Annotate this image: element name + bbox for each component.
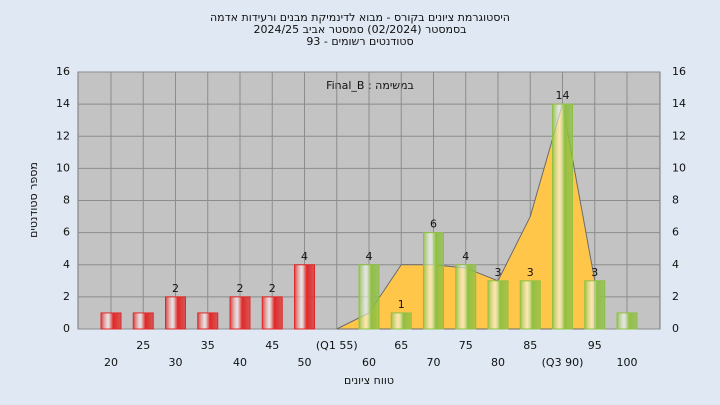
- value-label: 2: [269, 282, 276, 295]
- bar: [390, 312, 412, 330]
- bar: [519, 280, 541, 330]
- x-tick-label: 65: [394, 339, 408, 352]
- x-axis-label: טווח ציונים: [344, 374, 394, 387]
- y2-tick-label: 2: [672, 290, 679, 303]
- bar: [616, 312, 638, 330]
- x-tick-label: (Q1 55): [316, 339, 358, 352]
- value-label: 4: [366, 250, 373, 263]
- value-label: 3: [527, 266, 534, 279]
- value-label: 6: [430, 218, 437, 231]
- x-tick-label: 70: [427, 356, 441, 369]
- x-tick-label: 35: [201, 339, 215, 352]
- bar: [487, 280, 509, 330]
- bar: [584, 280, 606, 330]
- y2-tick-label: 4: [672, 258, 679, 271]
- y-tick-label: 2: [63, 290, 70, 303]
- bar: [229, 296, 251, 330]
- x-tick-label: 100: [617, 356, 638, 369]
- x-tick-label: 95: [588, 339, 602, 352]
- y2-tick-label: 0: [672, 322, 679, 335]
- bar: [261, 296, 283, 330]
- y2-tick-label: 8: [672, 194, 679, 207]
- y-tick-label: 6: [63, 226, 70, 239]
- x-tick-label: 30: [169, 356, 183, 369]
- x-tick-label: 85: [523, 339, 537, 352]
- y-tick-label: 10: [56, 161, 70, 174]
- bar: [455, 264, 477, 330]
- title-line: בסמסטר (02/2024) סמסטר אביב 2024/25: [253, 23, 466, 36]
- y2-tick-label: 6: [672, 226, 679, 239]
- x-tick-label: 80: [491, 356, 505, 369]
- y-tick-label: 14: [56, 97, 70, 110]
- y2-tick-label: 14: [672, 97, 686, 110]
- value-label: 14: [556, 89, 570, 102]
- value-label: 1: [398, 298, 405, 311]
- bar: [294, 264, 315, 330]
- x-tick-label: 75: [459, 339, 473, 352]
- y-tick-label: 12: [56, 129, 70, 142]
- y-tick-label: 4: [63, 258, 70, 271]
- bar: [132, 312, 154, 330]
- x-tick-label: 20: [104, 356, 118, 369]
- value-label: 3: [591, 266, 598, 279]
- bar: [100, 312, 122, 330]
- x-tick-label: 40: [233, 356, 247, 369]
- x-tick-label: (Q3 90): [542, 356, 584, 369]
- bar: [197, 312, 219, 330]
- y2-tick-label: 12: [672, 129, 686, 142]
- y-tick-label: 8: [63, 194, 70, 207]
- value-label: 2: [172, 282, 179, 295]
- y-axis-label: מספר סטודנטים: [27, 162, 40, 238]
- bar: [165, 296, 186, 330]
- x-tick-label: 25: [136, 339, 150, 352]
- value-label: 3: [495, 266, 502, 279]
- y-tick-label: 16: [56, 65, 70, 78]
- y2-tick-label: 16: [672, 65, 686, 78]
- title-line: היסטוגרמת ציונים בקורס - מבוא לדינמיקת מ…: [210, 11, 510, 24]
- x-tick-label: 50: [298, 356, 312, 369]
- y2-tick-label: 10: [672, 161, 686, 174]
- x-tick-label: 45: [265, 339, 279, 352]
- title-line: סטודנטים רשומים - 93: [306, 35, 413, 48]
- x-tick-label: 60: [362, 356, 376, 369]
- bar: [358, 264, 380, 330]
- annotation: Final_B : במשימה: [326, 79, 414, 92]
- value-label: 4: [301, 250, 308, 263]
- value-label: 2: [237, 282, 244, 295]
- value-label: 4: [462, 250, 469, 263]
- bar: [552, 103, 573, 330]
- bar: [423, 232, 444, 330]
- y-tick-label: 0: [63, 322, 70, 335]
